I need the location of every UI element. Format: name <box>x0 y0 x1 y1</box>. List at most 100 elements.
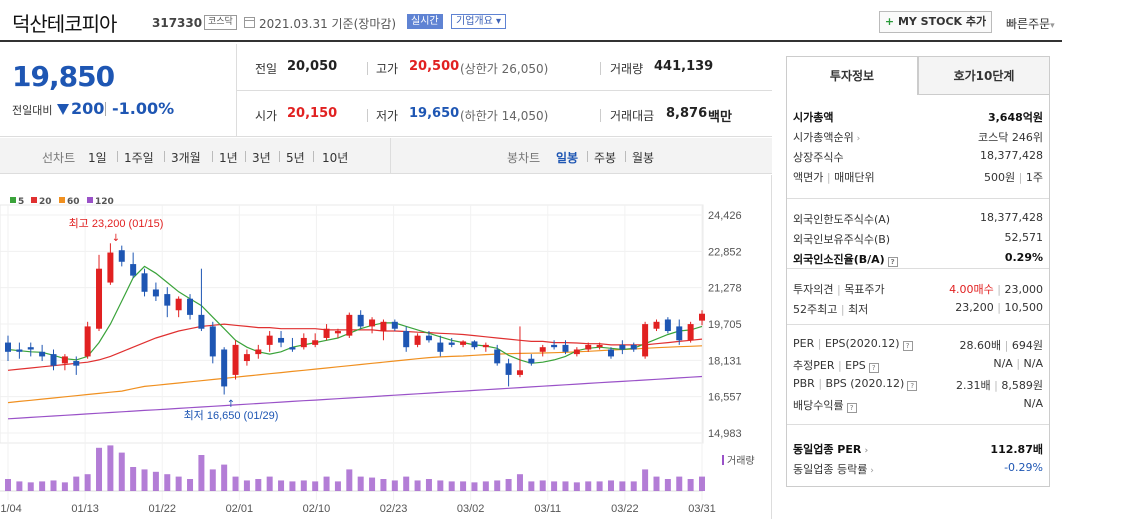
divider <box>367 62 368 75</box>
volume-bar <box>61 482 68 491</box>
period-1y[interactable]: 1년 <box>219 151 238 165</box>
candle-chart-label: 봉차트 <box>507 151 541 165</box>
company-overview-label: 기업개요 <box>456 16 493 27</box>
volume-bar <box>414 480 421 491</box>
volume-bar <box>278 480 285 491</box>
volume-bar <box>312 481 319 491</box>
period-1w[interactable]: 1주일 <box>124 151 154 165</box>
candle-body <box>403 331 410 348</box>
low-value: 19,650 <box>409 106 460 121</box>
info-key-label: 외국인한도주식수(A) <box>793 213 891 226</box>
candle-body <box>471 341 478 348</box>
volume-bar <box>266 476 273 491</box>
info-section: 외국인한도주식수(A) 18,377,428 외국인보유주식수(B) 52,571 외국… <box>787 199 1049 269</box>
volume-bar <box>141 469 148 491</box>
info-value: 18,377,428 <box>980 211 1043 224</box>
info-value: 4.00매수 | 23,000 <box>949 281 1043 297</box>
y-tick-label: 18,131 <box>708 355 742 367</box>
candle-body <box>289 347 296 350</box>
x-tick-label: 01/04 <box>0 503 22 515</box>
help-icon[interactable]: ? <box>846 403 857 413</box>
info-key[interactable]: 동일업종 등락률 › <box>793 461 874 477</box>
candle-body <box>187 298 194 315</box>
period-1d[interactable]: 1일 <box>88 151 107 165</box>
info-row: 동일업종 PER › 112.87배 <box>793 439 1043 457</box>
info-row: 외국인소진율(B/A)? 0.29% <box>793 249 1043 267</box>
volume-bar <box>516 474 523 491</box>
volume-bar <box>346 469 353 491</box>
candle-body <box>369 319 376 327</box>
quick-order-button[interactable]: 빠른주문▾ <box>1006 15 1055 32</box>
volume-bar <box>573 482 580 491</box>
change-label: 전일대비 <box>12 104 53 117</box>
amount-label: 거래대금 <box>610 109 655 123</box>
volume-bar <box>107 445 114 491</box>
tab-invest-info[interactable]: 투자정보 <box>786 56 918 95</box>
change-percent: -1.00% <box>112 99 175 118</box>
info-value-text: 1주 <box>1025 171 1043 184</box>
divider <box>212 151 213 162</box>
volume-bar <box>39 481 46 491</box>
period-3y[interactable]: 3년 <box>252 151 271 165</box>
company-overview-button[interactable]: 기업개요 ▾ <box>451 14 507 29</box>
info-value-text: 8,589원 <box>1001 379 1043 392</box>
info-value: 2.31배 | 8,589원 <box>956 377 1043 393</box>
tab-order-book[interactable]: 호가10단계 <box>918 56 1050 95</box>
info-key[interactable]: 시가총액순위 › <box>793 129 860 145</box>
candle-body <box>312 340 319 345</box>
help-icon[interactable]: ? <box>887 257 898 267</box>
info-key-label: 최저 <box>848 303 869 316</box>
info-key-label: 액면가 <box>793 171 824 184</box>
info-row: 동일업종 등락률 › -0.29% <box>793 459 1043 477</box>
volume-bar <box>505 479 512 491</box>
info-value-text: N/A <box>1023 397 1043 410</box>
invest-info-panel: 시가총액 3,648억원 시가총액순위 › 코스닥 246위 상장주식수 18,377,4… <box>786 95 1050 487</box>
volume-bar <box>369 477 376 491</box>
help-icon[interactable]: ? <box>907 381 918 391</box>
candle-body <box>699 313 705 321</box>
info-value-text: 112.87배 <box>990 443 1043 456</box>
volume-bar <box>630 481 637 491</box>
candle-body <box>494 349 501 364</box>
realtime-button[interactable]: 실시간 <box>407 14 443 29</box>
info-key[interactable]: 동일업종 PER › <box>793 441 868 457</box>
candle-body <box>539 347 546 352</box>
volume-bar <box>221 464 228 491</box>
y-tick-label: 22,852 <box>708 246 742 258</box>
help-icon[interactable]: ? <box>902 341 913 351</box>
candle-body <box>460 341 467 345</box>
period-10y[interactable]: 10년 <box>322 151 349 165</box>
period-5y[interactable]: 5년 <box>286 151 305 165</box>
volume-bar <box>460 481 467 491</box>
candle-body <box>39 351 46 357</box>
max-annotation: 최고 23,200 (01/15) <box>69 217 164 230</box>
candle-daily[interactable]: 일봉 <box>556 151 579 165</box>
info-value: N/A <box>1024 397 1043 410</box>
info-section: 투자의견 | 목표주가 4.00매수 | 23,000 52주최고 | 최저 23,2… <box>787 269 1049 325</box>
calendar-icon <box>244 17 255 28</box>
help-icon[interactable]: ? <box>868 363 879 373</box>
divider: | <box>993 283 1005 296</box>
info-value-text: 28.60배 <box>959 339 1002 352</box>
period-3m[interactable]: 3개월 <box>171 151 201 165</box>
divider <box>105 102 106 116</box>
base-date: 2021.03.31 기준(장마감) <box>259 17 397 31</box>
my-stock-add-button[interactable]: + MY STOCK 추가 <box>879 11 992 33</box>
info-key-label: 매매단위 <box>834 171 875 184</box>
info-row: 배당수익률? N/A <box>793 395 1043 413</box>
candle-body <box>573 349 580 355</box>
y-tick-label: 24,426 <box>708 210 742 222</box>
divider: | <box>1015 171 1026 184</box>
candle-monthly[interactable]: 월봉 <box>632 151 655 165</box>
stock-chart[interactable]: 24,426 22,852 21,278 19,705 18,131 16,557 14,9… <box>0 175 772 519</box>
candle-weekly[interactable]: 주봉 <box>594 151 617 165</box>
volume-bar <box>187 479 194 491</box>
candle-body <box>152 289 159 297</box>
info-key-label: 시가총액 <box>793 111 834 124</box>
info-row: 외국인보유주식수(B) 52,571 <box>793 229 1043 247</box>
volume-bar <box>585 481 592 491</box>
low-label: 저가 <box>376 109 399 123</box>
info-key: 52주최고 | 최저 <box>793 301 868 317</box>
candle-body <box>209 326 216 357</box>
volume-label: 거래량 <box>727 455 755 467</box>
